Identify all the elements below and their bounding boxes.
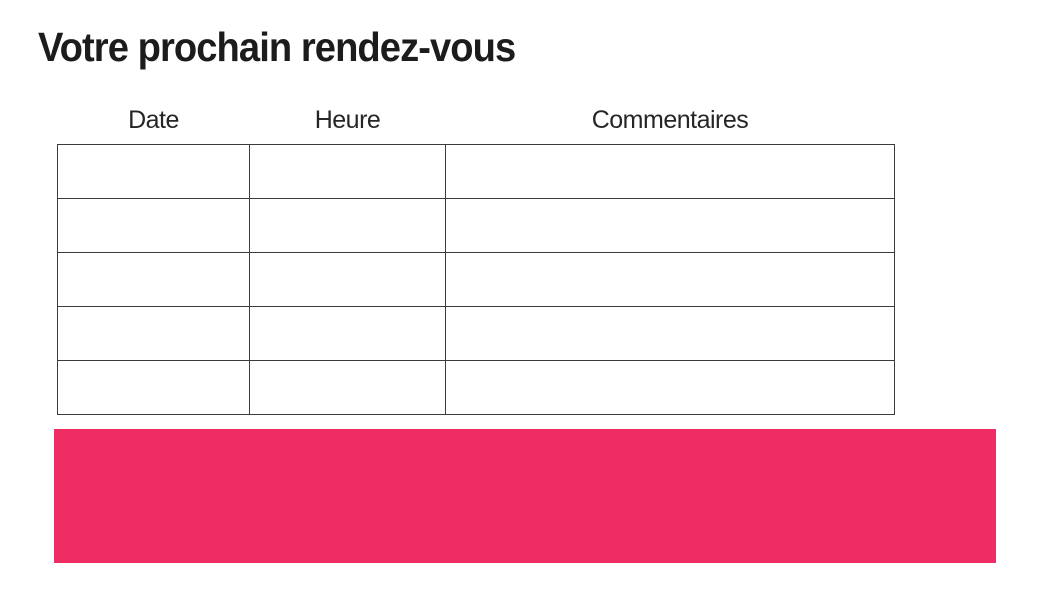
appointment-table-body	[57, 144, 895, 415]
table-cell	[249, 198, 446, 253]
table-cell	[57, 144, 250, 199]
table-cell	[249, 252, 446, 307]
table-row	[57, 252, 895, 307]
table-cell	[445, 198, 895, 253]
table-cell	[57, 252, 250, 307]
column-header-commentaires: Commentaires	[591, 106, 749, 134]
table-cell	[57, 360, 250, 415]
table-cell	[249, 144, 446, 199]
page-title: Votre prochain rendez-vous	[38, 24, 516, 70]
table-cell	[57, 306, 250, 361]
column-header-heure: Heure	[314, 106, 381, 134]
table-cell	[57, 198, 250, 253]
pink-banner	[54, 429, 996, 563]
column-header-date: Date	[128, 106, 179, 134]
table-cell	[445, 360, 895, 415]
table-cell	[249, 360, 446, 415]
table-cell	[445, 306, 895, 361]
table-row	[57, 360, 895, 415]
header-row: Date Heure Commentaires	[58, 90, 895, 145]
appointment-table: Date Heure Commentaires	[57, 90, 895, 415]
table-row	[57, 306, 895, 361]
table-cell	[445, 144, 895, 199]
appointment-table-header: Date Heure Commentaires	[58, 90, 895, 145]
table-cell	[249, 306, 446, 361]
table-cell	[445, 252, 895, 307]
table-row	[57, 144, 895, 199]
table-row	[57, 198, 895, 253]
